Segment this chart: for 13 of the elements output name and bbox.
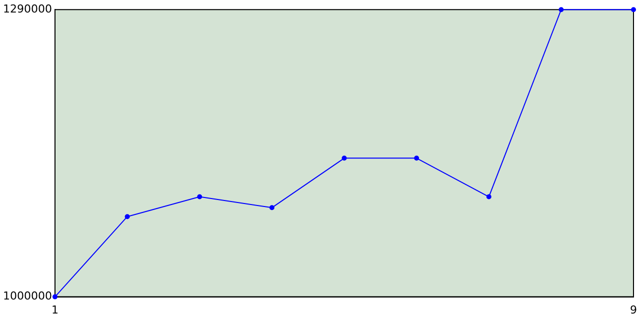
point [197,194,202,200]
point [486,194,492,200]
point [631,7,636,12]
point [269,205,274,210]
point [558,7,564,12]
x-tick-label: 9 [630,303,637,316]
x-tick-label: 1 [51,303,58,316]
point [124,214,130,220]
point [342,156,347,161]
y-tick-label: 1290000 [2,2,52,16]
point [52,294,58,300]
point [414,156,420,161]
y-tick-label: 1000000 [2,290,52,303]
